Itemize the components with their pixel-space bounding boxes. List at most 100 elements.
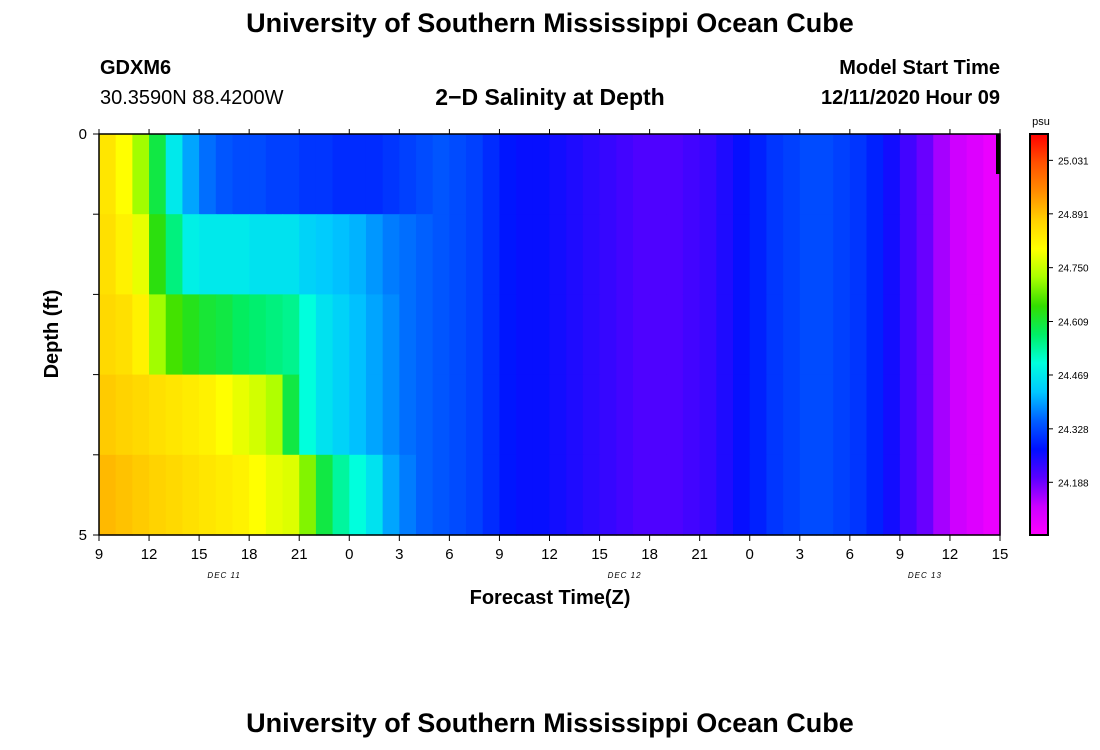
heatmap-cell [716,134,734,215]
y-tick-label: 5 [79,527,87,544]
colorbar-tick-label: 24.609 [1058,318,1089,329]
heatmap-cell [282,134,300,215]
date-label: DEC 13 [908,571,942,580]
heatmap-cell [549,214,567,295]
heatmap-cell [682,294,701,376]
heatmap-cell [766,294,784,376]
heatmap-cell [616,374,634,456]
footer-title: University of Southern Mississippi Ocean… [246,708,854,738]
heatmap-cell [416,294,434,376]
colorbar-tick-label: 24.469 [1058,371,1089,382]
heatmap-cell [365,374,384,456]
heatmap-cell [182,214,200,295]
heatmap-cell [682,454,701,536]
heatmap-cell [983,214,1001,295]
heatmap-cell [315,134,334,215]
heatmap-cell [149,454,167,536]
heatmap-cell [132,214,150,295]
heatmap-cell [132,374,150,456]
heatmap-cell [632,214,651,295]
heatmap-cell [616,214,634,295]
heatmap-cell [215,294,234,376]
x-tick-label: 9 [95,546,103,563]
heatmap-cell [399,454,417,536]
heatmap-cell [165,134,184,215]
heatmap-cell [733,374,751,456]
heatmap-cell [532,374,551,456]
heatmap-cell [449,454,467,536]
heatmap-cell [682,214,701,295]
heatmap-cell [632,294,651,376]
heatmap-cell [499,454,517,536]
x-tick-label: 12 [942,546,959,563]
heatmap-cell [282,454,300,536]
heatmap-cell [416,454,434,536]
heatmap-cell [265,214,284,295]
heatmap-cell [916,134,934,215]
heatmap-cell [666,294,684,376]
heatmap-cell [632,374,651,456]
colorbar-tick-label: 24.750 [1058,264,1089,275]
heatmap-cell [449,134,467,215]
heatmap-cell [516,454,534,536]
heatmap-cell [466,294,484,376]
heatmap-cell [599,214,617,295]
heatmap-cell [566,134,584,215]
heatmap-cell [99,134,117,215]
heatmap-cell [599,454,617,536]
heatmap-cell [265,294,284,376]
heatmap-cell [632,134,651,215]
heatmap-cell [365,214,384,295]
heatmap-cell [499,134,517,215]
heatmap-cell [482,134,501,215]
heatmap-cell [182,374,200,456]
heatmap-cell [382,374,400,456]
x-axis-label: Forecast Time(Z) [470,587,631,609]
heatmap-cell [416,134,434,215]
heatmap-cell [632,454,651,536]
heatmap-cell [332,214,350,295]
heatmap-cell [349,214,367,295]
heatmap-cell [582,134,601,215]
colorbar-tick-label: 24.188 [1058,478,1089,489]
heatmap-cell [115,134,133,215]
y-tick-label: 0 [79,126,87,143]
heatmap-cell [699,374,717,456]
heatmap-cell [799,374,818,456]
heatmap-cell [99,454,117,536]
colorbar [1029,133,1049,536]
x-tick-label: 12 [541,546,558,563]
x-tick-label: 18 [641,546,658,563]
heatmap-cell [666,134,684,215]
x-tick-label: 9 [896,546,904,563]
heatmap-cell [833,214,851,295]
heatmap-cell [232,454,250,536]
date-labels: DEC 11 DEC 12 DEC 13 [207,571,942,580]
heatmap-cell [749,454,768,536]
heatmap-cell [966,134,984,215]
colorbar-unit: psu [1032,116,1050,128]
heatmap-cell [199,374,217,456]
heatmap-cell [799,454,818,536]
heatmap-cell [532,134,551,215]
heatmap-cell [649,294,667,376]
x-axis-ticks: 9 12 15 18 21 0 3 6 9 12 15 18 21 0 3 6 9 12 15 [95,129,1008,563]
heatmap-cell [232,214,250,295]
heatmap-cell [799,294,818,376]
heatmap-cell [899,134,918,215]
heatmap-cell [532,214,551,295]
heatmap-cell [949,454,968,536]
heatmap-cell [799,134,818,215]
heatmap-cell [933,134,951,215]
heatmap-cell [866,374,884,456]
heatmap-cell [949,134,968,215]
heatmap-cell [165,374,184,456]
heatmap-cell [315,294,334,376]
heatmap-cell [399,134,417,215]
heatmap-cell [699,294,717,376]
heatmap-cell [699,454,717,536]
heatmap-cell [432,294,450,376]
heatmap-cell [516,134,534,215]
heatmap-cell [215,454,234,536]
colorbar-tick-label: 24.891 [1058,210,1089,221]
